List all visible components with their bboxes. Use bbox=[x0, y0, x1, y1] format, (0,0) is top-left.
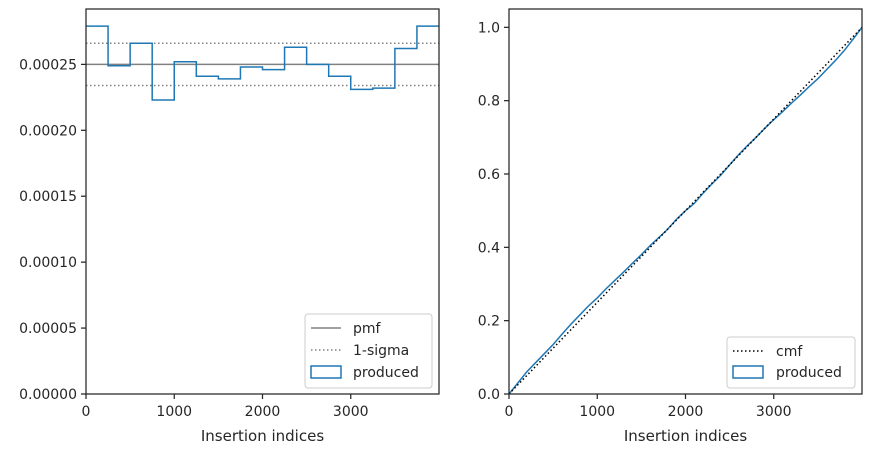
right-legend-box bbox=[726, 336, 856, 389]
legend-produced-swatch-right bbox=[732, 365, 764, 379]
left-y-ticks: 0.00000 0.00005 0.00010 0.00015 0.00020 0.000… bbox=[19, 57, 86, 403]
left-axes-frame bbox=[85, 8, 440, 395]
cmf-panel: 0 1000 2000 3000 0.0 0.2 0.4 0.6 0.8 1.0 Inserti… bbox=[478, 8, 863, 445]
right-legend: cmf produced bbox=[726, 336, 856, 389]
left-x-tick-label: 3000 bbox=[333, 404, 369, 420]
right-y-tick-label: 0.6 bbox=[478, 167, 500, 183]
left-y-tick-label: 0.00005 bbox=[19, 321, 77, 337]
right-y-tick-label: 0.0 bbox=[478, 387, 500, 403]
left-x-ticks: 0 1000 2000 3000 bbox=[82, 394, 369, 420]
left-plot-marks bbox=[86, 25, 439, 101]
pmf-histogram-panel: 0 1000 2000 3000 0.000000.000050.000100.000… bbox=[19, 8, 440, 445]
right-x-tick-label: 3000 bbox=[756, 404, 792, 420]
right-y-tick-label: 0.2 bbox=[478, 314, 500, 330]
legend-sigma-label: 1-sigma bbox=[353, 343, 409, 359]
right-y-ticks: 0.0 0.2 0.4 0.6 0.8 1.0 bbox=[478, 20, 509, 403]
legend-produced-label: produced bbox=[353, 365, 419, 381]
left-legend-box bbox=[304, 313, 433, 389]
left-x-tick-label: 0 bbox=[82, 404, 91, 420]
left-y-tick-label: 0.00015 bbox=[19, 189, 77, 205]
left-x-tick-label: 1000 bbox=[156, 404, 192, 420]
right-y-tick-label: 0.8 bbox=[478, 94, 500, 110]
right-x-tick-label: 2000 bbox=[668, 404, 704, 420]
right-plot-marks bbox=[508, 26, 863, 395]
legend-produced-swatch bbox=[310, 365, 342, 379]
right-x-tick-label: 0 bbox=[505, 404, 514, 420]
left-y-tick-label: 0.00025 bbox=[19, 57, 77, 73]
left-y-tick-label: 0.00020 bbox=[19, 123, 77, 139]
right-axes-frame bbox=[508, 8, 863, 395]
legend-cmf-label: cmf bbox=[776, 344, 803, 360]
legend-produced-label-right: produced bbox=[776, 365, 842, 381]
cmf-line bbox=[508, 26, 863, 395]
right-y-tick-label: 0.4 bbox=[478, 240, 500, 256]
left-x-axis-label: Insertion indices bbox=[201, 427, 324, 445]
right-x-axis-label: Insertion indices bbox=[624, 427, 747, 445]
left-x-tick-label: 2000 bbox=[245, 404, 281, 420]
legend-pmf-label: pmf bbox=[353, 321, 382, 337]
left-legend: pmf 1-sigma produced bbox=[304, 313, 433, 389]
left-y-tick-label: 0.00000 bbox=[19, 387, 77, 403]
right-x-ticks: 0 1000 2000 3000 bbox=[505, 394, 792, 420]
right-y-tick-label: 1.0 bbox=[478, 20, 500, 36]
produced-histogram bbox=[86, 25, 439, 101]
right-x-tick-label: 1000 bbox=[579, 404, 615, 420]
produced-cdf-line bbox=[508, 26, 863, 395]
left-y-tick-label: 0.00010 bbox=[19, 255, 77, 271]
